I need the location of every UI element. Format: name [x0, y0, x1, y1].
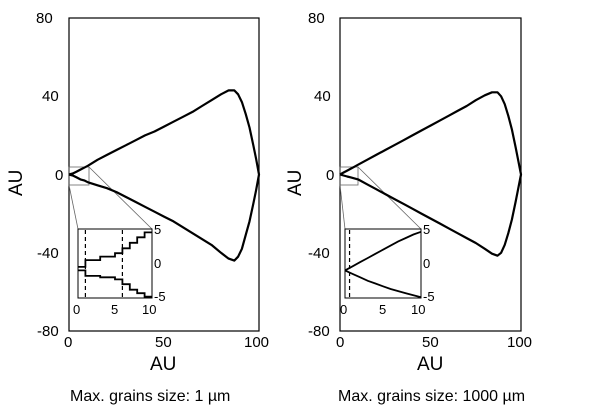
panel-right: 80 40 0 -40 -80 0 50 100 AU AU 0 5 10 5 … — [285, 10, 532, 405]
inset-x-tick-label: 10 — [411, 302, 425, 317]
x-axis-label-left: AU — [150, 354, 176, 375]
x-tick-label: 50 — [155, 334, 172, 351]
inset-x-tick-label: 0 — [340, 302, 347, 317]
inset-y-tick-label: 0 — [423, 256, 430, 271]
panel-left: 80 40 0 -40 -80 0 50 100 AU AU 0 5 10 5 … — [6, 10, 269, 405]
inset-curve-lower — [78, 269, 152, 298]
y-tick-label: 40 — [314, 88, 331, 105]
inset-curve-upper — [344, 230, 422, 272]
y-tick-label: 0 — [326, 167, 334, 184]
inset-y-tick-label: -5 — [154, 289, 166, 304]
inset-frame-left — [77, 228, 153, 299]
zoom-connector-left-a — [68, 184, 79, 230]
zoom-connector-left-b — [88, 166, 153, 230]
inset-ticks-right: 0 5 10 5 0 -5 — [340, 222, 435, 317]
inset-ticks-left: 0 5 10 5 0 -5 — [73, 222, 166, 317]
y-tick-label: 80 — [36, 10, 53, 27]
inset-x-tick-label: 5 — [379, 302, 386, 317]
inset-plot-right — [344, 230, 422, 299]
x-axis-label-right: AU — [417, 354, 443, 375]
y-tick-label: -80 — [308, 323, 330, 340]
inset-x-tick-label: 5 — [111, 302, 118, 317]
zoom-connector-right-a — [339, 184, 346, 230]
inset-plot-left — [78, 230, 152, 298]
trajectory-curve-left — [68, 89, 261, 262]
y-ticks-left: 80 40 0 -40 -80 — [36, 10, 63, 340]
caption-left: Max. grains size: 1 µm — [70, 388, 230, 405]
y-tick-label: 80 — [308, 10, 325, 27]
x-ticks-left: 0 50 100 — [64, 334, 269, 351]
caption-right: Max. grains size: 1000 µm — [338, 388, 525, 405]
inset-y-tick-label: 5 — [423, 222, 430, 237]
y-tick-label: -80 — [37, 323, 59, 340]
y-tick-label: -40 — [37, 245, 59, 262]
y-axis-label-left: AU — [6, 170, 27, 196]
x-ticks-right: 0 50 100 — [336, 334, 532, 351]
x-tick-label: 0 — [336, 334, 344, 351]
inset-curve-upper — [78, 231, 152, 268]
x-tick-label: 100 — [507, 334, 532, 351]
y-tick-label: 0 — [55, 167, 63, 184]
y-axis-label-right: AU — [285, 170, 306, 196]
x-tick-label: 0 — [64, 334, 72, 351]
inset-curve-lower — [344, 269, 422, 299]
x-tick-label: 50 — [422, 334, 439, 351]
inset-x-tick-label: 0 — [73, 302, 80, 317]
zoom-connector-right-b — [357, 166, 422, 230]
y-tick-label: 40 — [42, 88, 59, 105]
y-ticks-right: 80 40 0 -40 -80 — [308, 10, 334, 340]
zoom-box-left — [68, 166, 90, 186]
trajectory-curve-right — [339, 91, 523, 257]
y-tick-label: -40 — [308, 245, 330, 262]
zoom-box-right — [339, 166, 359, 186]
x-tick-label: 100 — [244, 334, 269, 351]
inset-y-tick-label: 0 — [154, 256, 161, 271]
inset-y-tick-label: -5 — [423, 289, 435, 304]
inset-y-tick-label: 5 — [154, 222, 161, 237]
inset-x-tick-label: 10 — [142, 302, 156, 317]
